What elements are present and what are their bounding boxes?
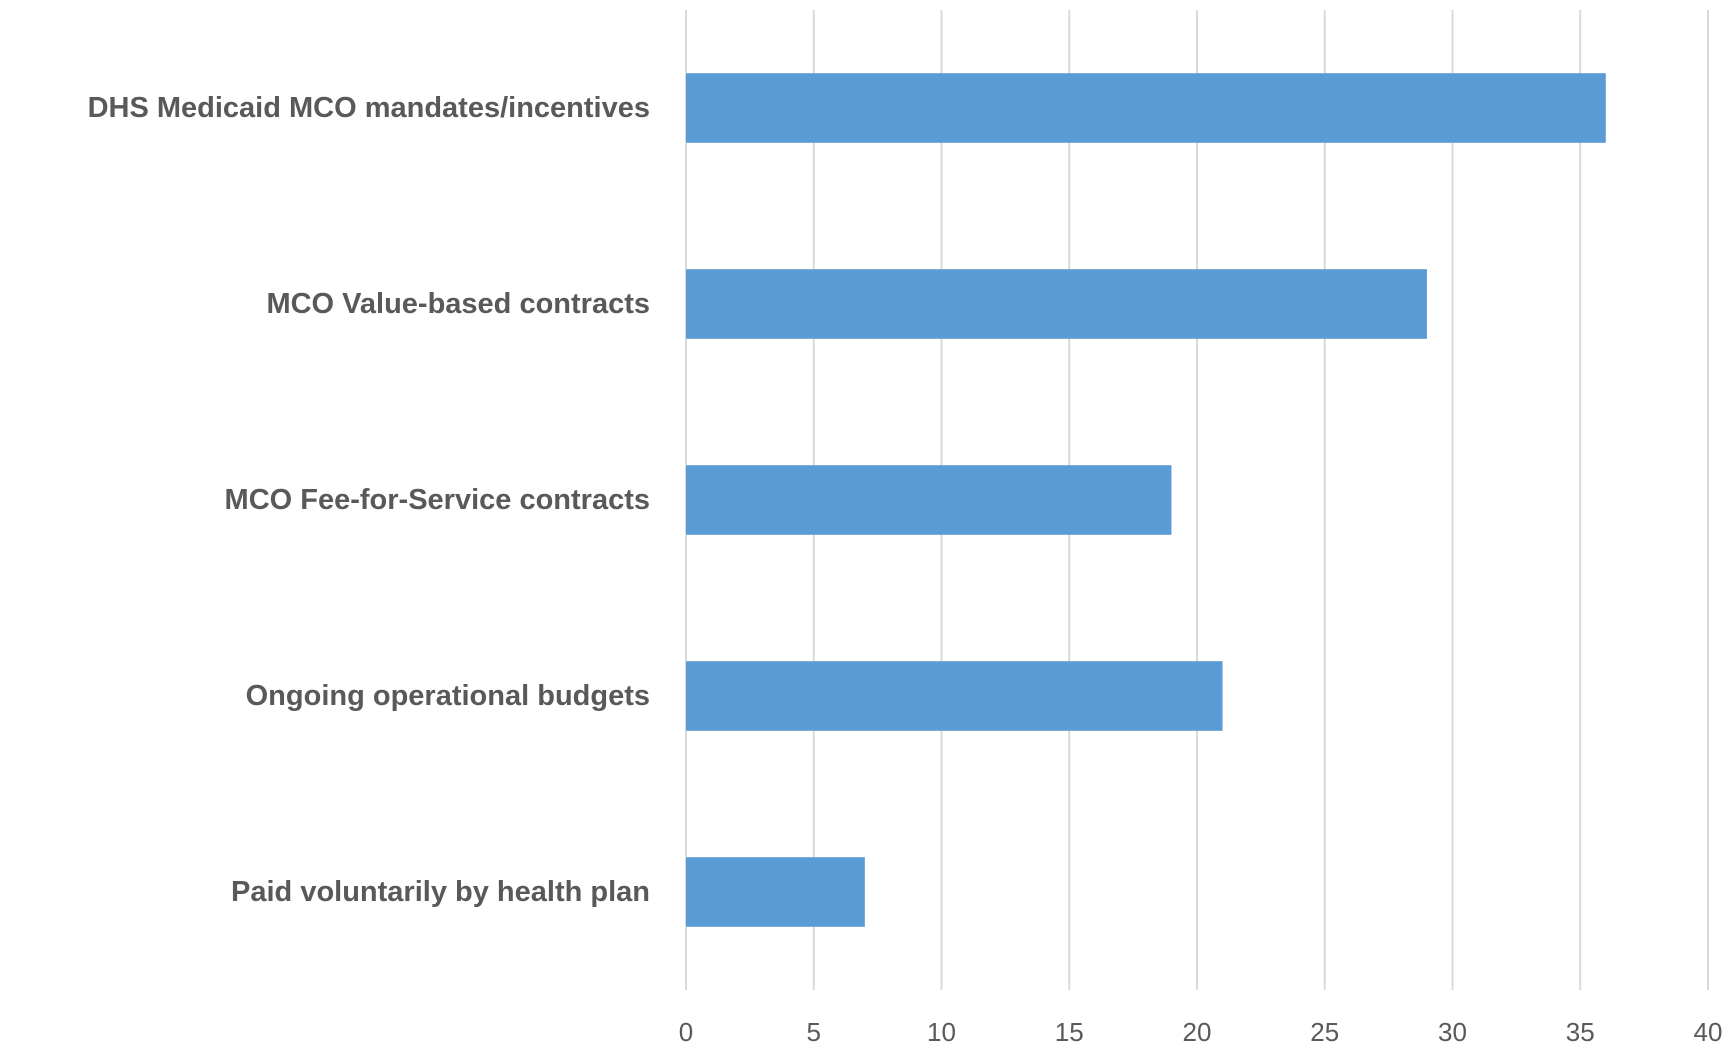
x-tick-label-10: 10 bbox=[927, 1017, 956, 1045]
bar-1 bbox=[686, 73, 1606, 143]
bar-4 bbox=[686, 661, 1223, 731]
category-label-1: DHS Medicaid MCO mandates/incentives bbox=[88, 92, 650, 124]
category-label-3: MCO Fee-for-Service contracts bbox=[225, 484, 650, 516]
category-label-5: Paid voluntarily by health plan bbox=[231, 876, 650, 908]
gridlines bbox=[685, 10, 1709, 990]
category-labels: DHS Medicaid MCO mandates/incentives MCO … bbox=[88, 92, 650, 908]
bar-3 bbox=[686, 465, 1172, 535]
category-label-4: Ongoing operational budgets bbox=[246, 680, 650, 712]
x-tick-label-20: 20 bbox=[1183, 1017, 1212, 1045]
bar-5 bbox=[686, 857, 865, 927]
x-axis-tick-labels: 0 5 10 15 20 25 30 35 40 bbox=[679, 1017, 1723, 1045]
category-label-2: MCO Value-based contracts bbox=[266, 288, 650, 320]
x-tick-label-40: 40 bbox=[1694, 1017, 1723, 1045]
x-tick-label-0: 0 bbox=[679, 1017, 693, 1045]
bar-2 bbox=[686, 269, 1427, 339]
x-tick-label-15: 15 bbox=[1055, 1017, 1084, 1045]
x-tick-label-30: 30 bbox=[1438, 1017, 1467, 1045]
x-tick-label-5: 5 bbox=[807, 1017, 821, 1045]
x-tick-label-25: 25 bbox=[1310, 1017, 1339, 1045]
x-tick-label-35: 35 bbox=[1566, 1017, 1595, 1045]
bars bbox=[686, 73, 1606, 927]
